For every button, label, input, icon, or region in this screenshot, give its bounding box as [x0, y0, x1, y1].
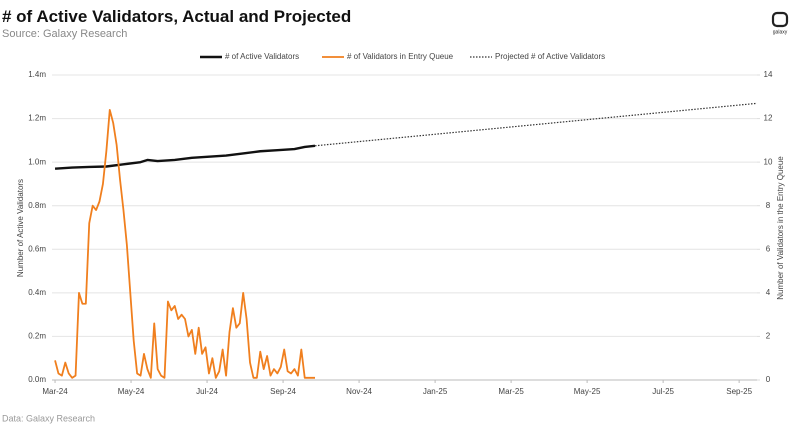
x-tick-label: Mar-25 [498, 387, 524, 396]
y-axis-title: Number of Active Validators [16, 179, 25, 277]
x-tick-label: Mar-24 [42, 387, 68, 396]
y-tick-label: 0.6m [28, 244, 46, 253]
y-tick-label: 0.2m [28, 332, 46, 341]
y-tick-label: 1.0m [28, 157, 46, 166]
y2-tick-label: 12 [764, 114, 773, 123]
logo-icon [771, 11, 789, 28]
y-tick-label: 1.4m [28, 70, 46, 79]
legend-label: Projected # of Active Validators [495, 52, 605, 61]
x-tick-label: Jul-24 [196, 387, 218, 396]
chart-title: # of Active Validators, Actual and Proje… [2, 7, 351, 26]
series-line [54, 108, 315, 379]
legend-label: # of Validators in Entry Queue [347, 52, 454, 61]
x-tick-label: May-24 [118, 387, 145, 396]
y2-tick-label: 14 [764, 70, 773, 79]
x-tick-label: Jul-25 [652, 387, 674, 396]
footer: Data: Galaxy Research [2, 413, 95, 423]
series-line [54, 144, 316, 170]
y2-tick-label: 10 [764, 157, 773, 166]
chart-subtitle: Source: Galaxy Research [2, 28, 127, 40]
y-tick-label: 0.8m [28, 201, 46, 210]
x-tick-label: Nov-24 [346, 387, 372, 396]
y-tick-label: 0.0m [28, 375, 46, 384]
x-tick-label: Sep-24 [270, 387, 296, 396]
y2-tick-label: 8 [766, 201, 771, 210]
y2-tick-label: 4 [766, 288, 771, 297]
logo: galaxy [771, 11, 789, 35]
legend-label: # of Active Validators [225, 52, 299, 61]
y-tick-label: 1.2m [28, 114, 46, 123]
y2-tick-label: 0 [766, 375, 771, 384]
x-tick-label: Jan-25 [423, 387, 448, 396]
x-tick-label: May-25 [574, 387, 601, 396]
x-tick-label: Sep-25 [726, 387, 752, 396]
series-line [314, 102, 758, 147]
y2-tick-label: 2 [766, 332, 771, 341]
y-tick-label: 0.4m [28, 288, 46, 297]
y2-axis-title: Number of Validators in the Entry Queue [776, 156, 785, 300]
logo-text: galaxy [773, 29, 788, 35]
y2-tick-label: 6 [766, 244, 771, 253]
